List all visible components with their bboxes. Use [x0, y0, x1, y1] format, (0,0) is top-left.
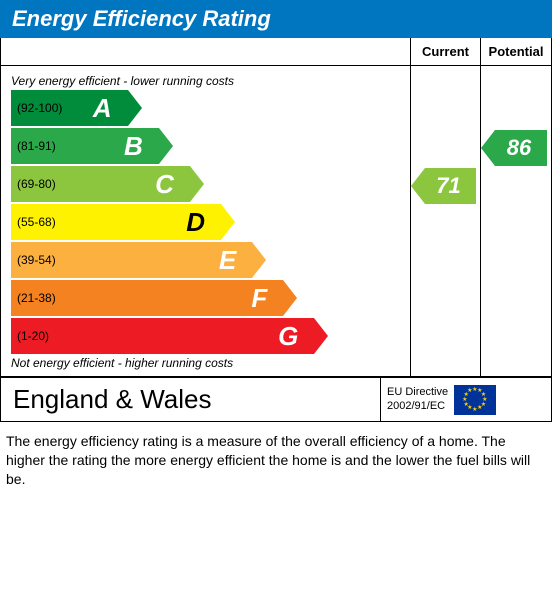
epc-container: Energy Efficiency Rating Current Potenti… [0, 0, 552, 495]
band-bar-c: (69-80) C [11, 166, 190, 202]
directive-line1: EU Directive [387, 386, 448, 399]
band-letter-c: C [155, 169, 174, 200]
header-main-blank [1, 38, 411, 66]
band-bar-g: (1-20) G [11, 318, 314, 354]
band-range-c: (69-80) [17, 177, 56, 191]
band-bars: (92-100) A (81-91) B (69-80) C (55-68) D (39-54)… [11, 90, 400, 354]
footer-row: England & Wales EU Directive 2002/91/EC … [1, 377, 551, 421]
band-arrow-a [128, 90, 142, 126]
band-letter-a: A [93, 93, 112, 124]
region-label: England & Wales [1, 378, 381, 421]
band-range-g: (1-20) [17, 329, 49, 343]
potential-rating-arrow: 86 [495, 130, 547, 166]
band-letter-b: B [124, 131, 143, 162]
band-range-b: (81-91) [17, 139, 56, 153]
band-row-a: (92-100) A [11, 90, 400, 126]
band-arrow-e [252, 242, 266, 278]
band-arrow-g [314, 318, 328, 354]
band-row-c: (69-80) C [11, 166, 400, 202]
band-letter-e: E [219, 245, 236, 276]
header-potential: Potential [481, 38, 551, 66]
eu-star: ★ [467, 387, 472, 394]
band-arrow-d [221, 204, 235, 240]
band-bar-f: (21-38) F [11, 280, 283, 316]
band-bar-d: (55-68) D [11, 204, 221, 240]
band-row-d: (55-68) D [11, 204, 400, 240]
band-arrow-b [159, 128, 173, 164]
band-arrow-c [190, 166, 204, 202]
band-row-b: (81-91) B [11, 128, 400, 164]
band-letter-d: D [186, 207, 205, 238]
current-rating-value: 71 [427, 173, 470, 199]
band-letter-g: G [278, 321, 298, 352]
band-bar-e: (39-54) E [11, 242, 252, 278]
band-range-a: (92-100) [17, 101, 62, 115]
epc-grid: Current Potential Very energy efficient … [0, 38, 552, 422]
directive-text: EU Directive 2002/91/EC [387, 386, 448, 412]
potential-column: 86 [481, 66, 551, 377]
chart-cell: Very energy efficient - lower running co… [1, 66, 411, 377]
current-column: 71 [411, 66, 481, 377]
title-text: Energy Efficiency Rating [12, 6, 271, 31]
current-rating-arrow-tip [411, 168, 425, 204]
current-rating-arrow: 71 [425, 168, 476, 204]
directive-line2: 2002/91/EC [387, 400, 448, 413]
band-row-f: (21-38) F [11, 280, 400, 316]
top-note: Very energy efficient - lower running co… [11, 74, 400, 88]
band-row-g: (1-20) G [11, 318, 400, 354]
band-bar-b: (81-91) B [11, 128, 159, 164]
title-bar: Energy Efficiency Rating [0, 0, 552, 38]
band-range-f: (21-38) [17, 291, 56, 305]
band-letter-f: F [251, 283, 267, 314]
description-text: The energy efficiency rating is a measur… [0, 422, 552, 495]
bottom-note: Not energy efficient - higher running co… [11, 356, 400, 370]
band-arrow-f [283, 280, 297, 316]
band-row-e: (39-54) E [11, 242, 400, 278]
eu-flag-icon: ★★★★★★★★★★★★ [454, 385, 496, 415]
band-bar-a: (92-100) A [11, 90, 128, 126]
header-current: Current [411, 38, 481, 66]
potential-rating-arrow-tip [481, 130, 495, 166]
directive-cell: EU Directive 2002/91/EC ★★★★★★★★★★★★ [381, 378, 551, 421]
band-range-e: (39-54) [17, 253, 56, 267]
potential-rating-value: 86 [497, 135, 541, 161]
band-range-d: (55-68) [17, 215, 56, 229]
